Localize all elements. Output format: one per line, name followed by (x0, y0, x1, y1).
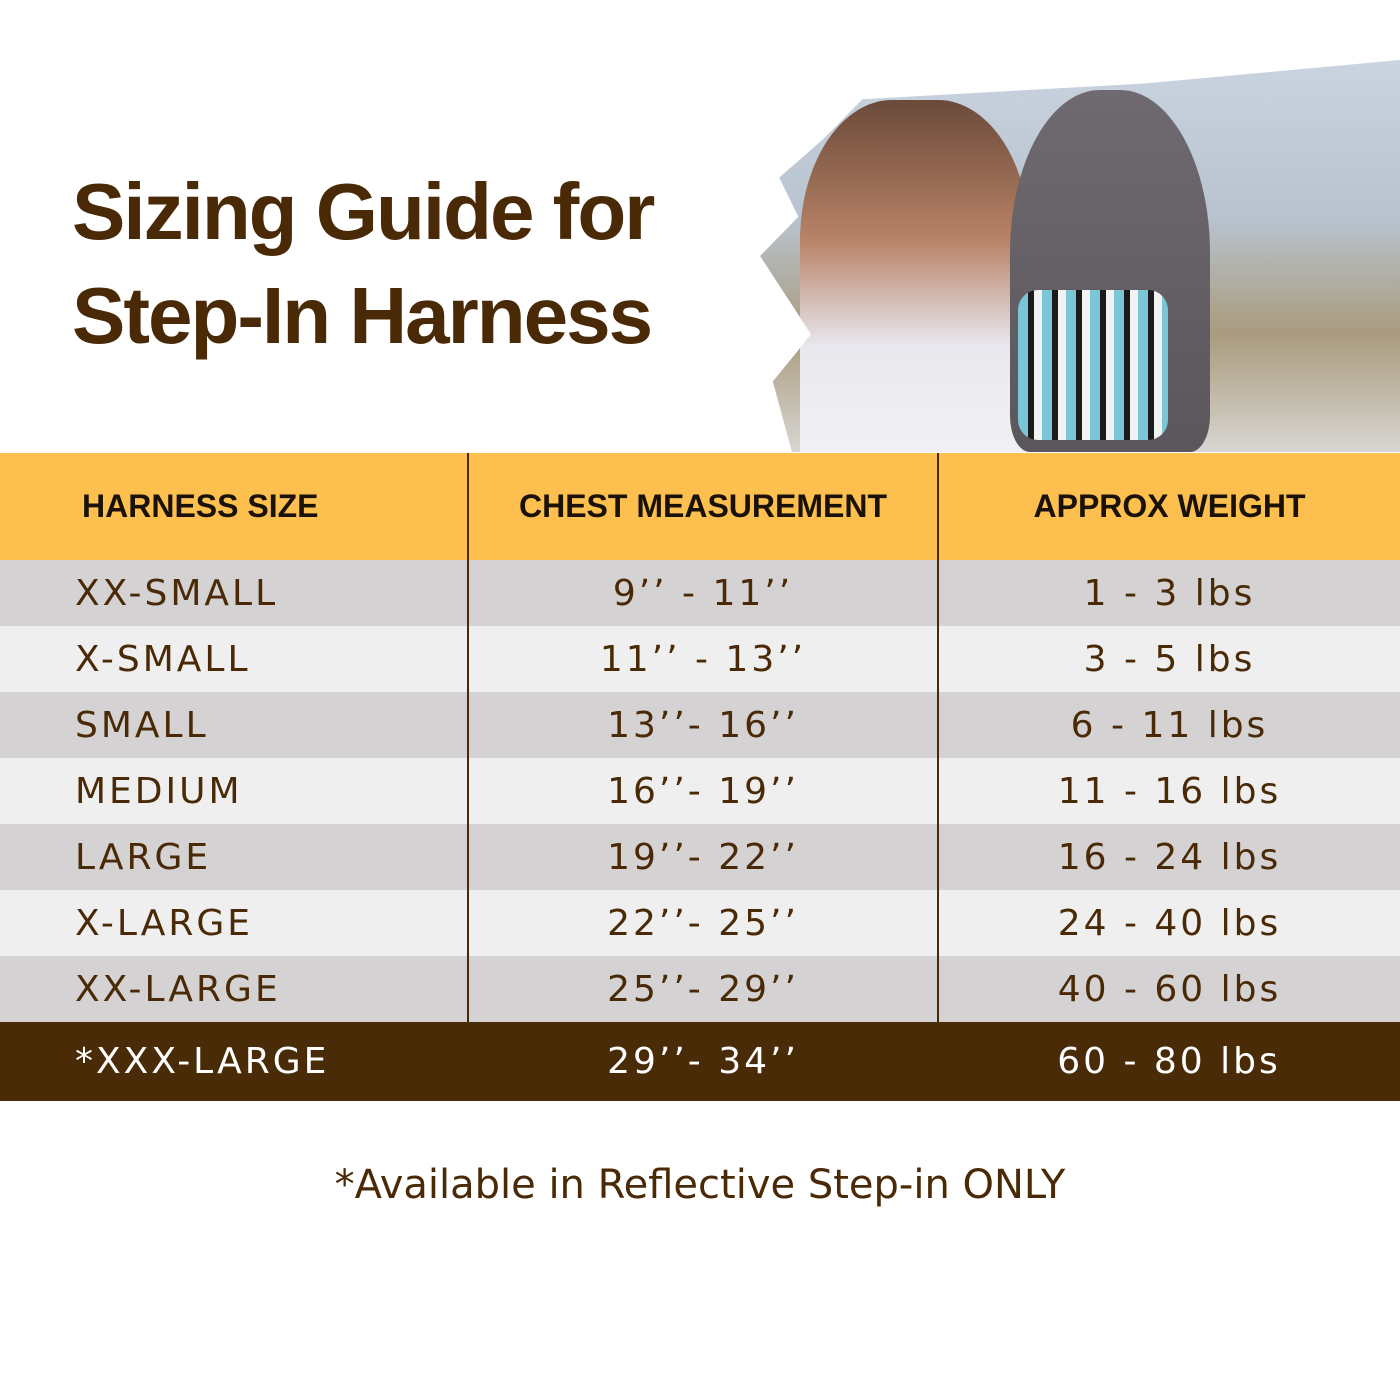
cell-weight: 6 - 11 lbs (938, 692, 1400, 758)
table-row: XX-SMALL 9’’ - 11’’ 1 - 3 lbs (0, 560, 1400, 626)
table-row: XX-LARGE 25’’- 29’’ 40 - 60 lbs (0, 956, 1400, 1022)
cell-size: SMALL (0, 692, 468, 758)
cell-size: XX-LARGE (0, 956, 468, 1022)
cell-weight: 1 - 3 lbs (938, 560, 1400, 626)
footnote: *Available in Reflective Step-in ONLY (334, 1162, 1066, 1208)
page-title: Sizing Guide for Step-In Harness (72, 167, 655, 360)
cell-chest: 19’’- 22’’ (467, 824, 939, 890)
cell-size: XX-SMALL (0, 560, 468, 626)
table-header: HARNESS SIZE CHEST MEASUREMENT APPROX WE… (0, 453, 1400, 560)
cell-size: X-LARGE (0, 890, 468, 956)
cell-chest: 16’’- 19’’ (467, 758, 939, 824)
table-row: X-SMALL 11’’ - 13’’ 3 - 5 lbs (0, 626, 1400, 692)
cell-size: *XXX-LARGE (0, 1022, 468, 1101)
table-row: LARGE 19’’- 22’’ 16 - 24 lbs (0, 824, 1400, 890)
cell-weight: 24 - 40 lbs (938, 890, 1400, 956)
cell-chest: 22’’- 25’’ (467, 890, 939, 956)
cell-weight: 60 - 80 lbs (938, 1022, 1400, 1101)
header-harness-size: HARNESS SIZE (0, 453, 468, 560)
person-image (800, 100, 1030, 452)
cell-chest: 11’’ - 13’’ (467, 626, 939, 692)
table-row: *XXX-LARGE 29’’- 34’’ 60 - 80 lbs (0, 1022, 1400, 1101)
cell-weight: 16 - 24 lbs (938, 824, 1400, 890)
table-row: MEDIUM 16’’- 19’’ 11 - 16 lbs (0, 758, 1400, 824)
cell-chest: 25’’- 29’’ (467, 956, 939, 1022)
cell-chest: 29’’- 34’’ (468, 1022, 938, 1101)
table-row: SMALL 13’’- 16’’ 6 - 11 lbs (0, 692, 1400, 758)
size-table: HARNESS SIZE CHEST MEASUREMENT APPROX WE… (0, 453, 1400, 1101)
table-row: X-LARGE 22’’- 25’’ 24 - 40 lbs (0, 890, 1400, 956)
harness-image (1018, 290, 1168, 440)
cell-chest: 9’’ - 11’’ (467, 560, 939, 626)
cell-weight: 11 - 16 lbs (938, 758, 1400, 824)
cell-size: LARGE (0, 824, 468, 890)
cell-weight: 40 - 60 lbs (938, 956, 1400, 1022)
header-chest: CHEST MEASUREMENT (467, 453, 939, 560)
cell-chest: 13’’- 16’’ (467, 692, 939, 758)
cell-size: X-SMALL (0, 626, 468, 692)
cell-weight: 3 - 5 lbs (938, 626, 1400, 692)
header-weight: APPROX WEIGHT (938, 453, 1400, 560)
cell-size: MEDIUM (0, 758, 468, 824)
dog-photo (760, 60, 1400, 452)
